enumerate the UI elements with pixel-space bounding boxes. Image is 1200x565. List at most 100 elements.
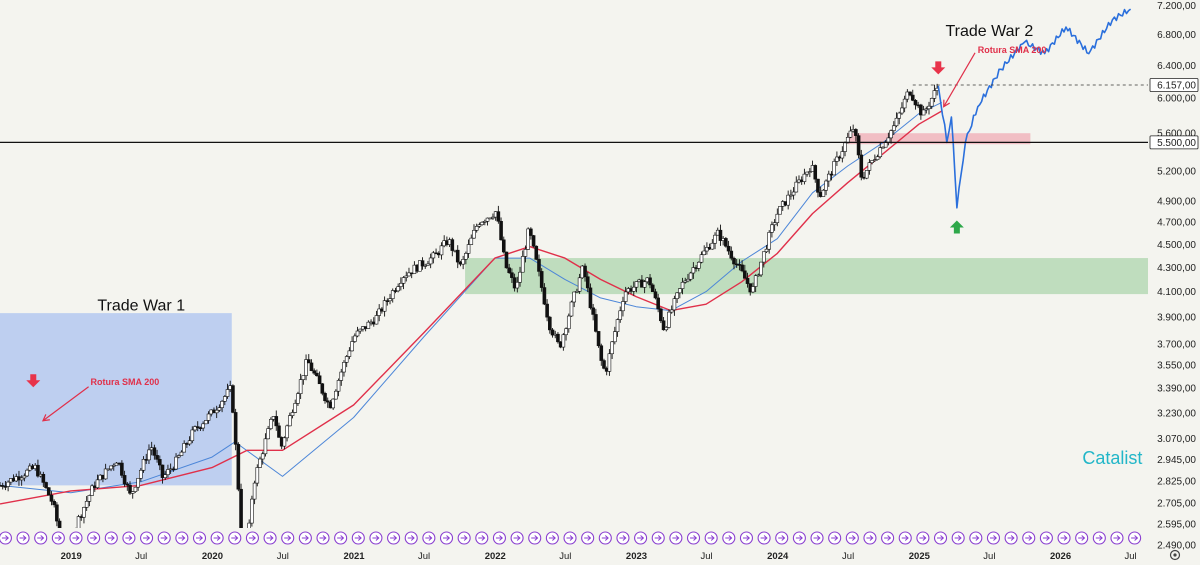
candle-body — [515, 281, 520, 289]
x-tick-label: 2020 — [202, 551, 223, 562]
candle-body — [564, 328, 568, 336]
event-marker-arrow — [301, 535, 309, 541]
candle-body — [607, 353, 612, 372]
candle-body — [293, 403, 298, 413]
candle-body — [233, 412, 238, 445]
candle-body — [526, 228, 530, 250]
event-marker-arrow — [372, 535, 380, 541]
event-marker-arrow — [690, 535, 698, 541]
event-marker-arrow — [231, 535, 239, 541]
settings-icon[interactable] — [1169, 549, 1181, 561]
candle-body — [523, 249, 528, 257]
candle-body — [921, 109, 926, 116]
candle-body — [710, 242, 715, 250]
candle-body — [667, 311, 671, 328]
candle-body — [306, 359, 311, 364]
candle-body — [136, 477, 140, 488]
candle-body — [599, 345, 604, 361]
candle-body — [496, 211, 501, 222]
candle-body — [650, 284, 655, 293]
event-marker-arrow — [707, 535, 715, 541]
gear-icon[interactable] — [1169, 549, 1181, 561]
candle-body — [683, 280, 688, 283]
candle-body — [214, 409, 219, 414]
candle-body — [263, 438, 268, 455]
candle-body — [504, 251, 509, 269]
y-tick-label: 6.800,00 — [1157, 30, 1196, 41]
candle-body — [518, 271, 522, 283]
arrow-down-icon — [931, 61, 946, 75]
candle-body — [477, 224, 482, 227]
candle-body — [49, 494, 54, 502]
event-marker-arrow — [954, 535, 962, 541]
candle-body — [569, 301, 574, 317]
green-support-zone — [465, 258, 1148, 295]
candle-body — [835, 156, 839, 162]
candle-body — [664, 327, 669, 331]
y-tick-label: 2.825,00 — [1157, 476, 1196, 487]
y-tick-label: 6.400,00 — [1157, 61, 1196, 72]
candle-body — [753, 275, 758, 287]
candle-body — [474, 226, 479, 231]
annotation-label: Trade War 1 — [97, 298, 185, 315]
candle-body — [520, 256, 525, 273]
event-marker-arrow — [478, 535, 486, 541]
candle-body — [894, 117, 899, 127]
event-marker-arrow — [831, 535, 839, 541]
candle-body — [761, 251, 766, 263]
event-marker-arrow — [937, 535, 945, 541]
candle-body — [469, 237, 474, 245]
candle-body — [331, 398, 335, 409]
candle-body — [206, 413, 211, 421]
candle-body — [217, 407, 222, 411]
x-tick-label: 2019 — [61, 551, 82, 562]
candle-body — [848, 130, 853, 138]
event-marker-arrow — [778, 535, 786, 541]
pointer-arrowhead — [41, 414, 50, 422]
event-marker-arrow — [160, 535, 168, 541]
candle-body — [111, 464, 116, 467]
candle-body — [813, 165, 818, 180]
x-tick-label: 2026 — [1050, 551, 1071, 562]
candle-body — [808, 171, 812, 173]
candle-body — [46, 487, 51, 496]
event-marker-arrow — [584, 535, 592, 541]
candle-body — [255, 467, 260, 484]
candle-body — [772, 222, 777, 226]
candle-body — [274, 416, 279, 427]
candle-body — [596, 331, 601, 347]
candle-body — [176, 455, 181, 458]
candle-body — [591, 307, 595, 315]
candle-body — [128, 484, 132, 494]
event-marker-arrow — [848, 535, 856, 541]
x-tick-label: Jul — [418, 551, 430, 562]
candle-body — [778, 206, 782, 215]
candle-body — [550, 329, 555, 336]
candle-body — [675, 292, 679, 299]
candle-body — [900, 107, 904, 114]
candle-body — [239, 488, 243, 536]
y-tick-label: 4.300,00 — [1157, 263, 1196, 274]
pointer-line — [42, 386, 89, 422]
candle-body — [924, 108, 929, 111]
x-tick-label: 2021 — [343, 551, 365, 562]
candle-body — [724, 238, 728, 247]
candle-body — [929, 98, 934, 107]
event-marker-arrow — [72, 535, 80, 541]
candle-body — [44, 482, 48, 488]
candle-body — [82, 507, 86, 518]
candle-body — [791, 191, 796, 196]
event-marker-arrow — [795, 535, 803, 541]
event-marker-arrow — [866, 535, 874, 541]
candle-body — [902, 98, 907, 109]
candle-body — [826, 173, 831, 182]
event-marker-arrow — [619, 535, 627, 541]
level-price-label: 6.157,00 — [1157, 81, 1196, 92]
candle-body — [174, 456, 178, 470]
candle-body — [179, 451, 184, 456]
candle-body — [396, 286, 400, 292]
y-tick-label: 3.550,00 — [1157, 360, 1196, 371]
candle-body — [843, 142, 847, 152]
candle-body — [588, 287, 593, 309]
